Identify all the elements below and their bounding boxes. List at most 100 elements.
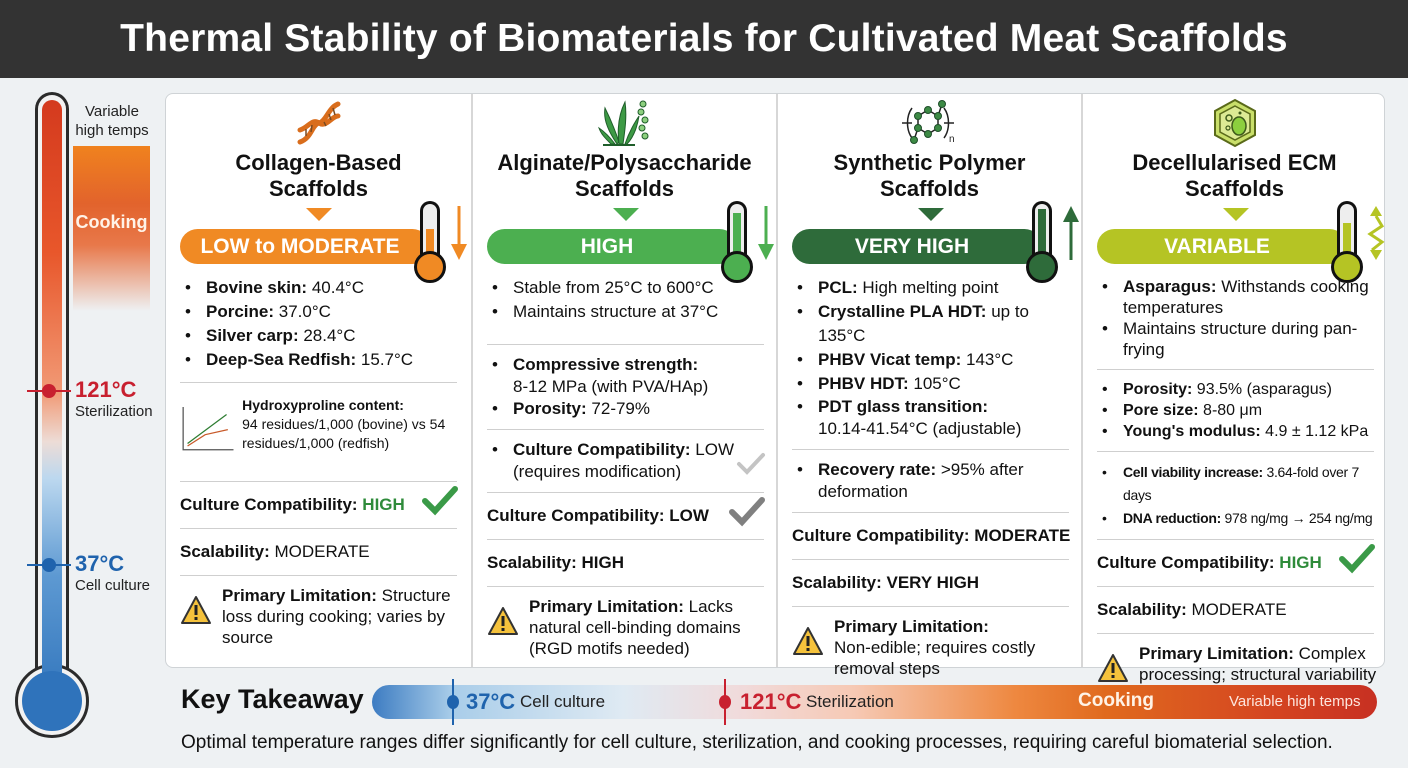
- column-title: Collagen-Based Scaffolds: [235, 150, 402, 201]
- bullet-item: Bovine skin: 40.4°C: [180, 276, 465, 300]
- variable-arrows-icon: [1367, 206, 1385, 260]
- scale-cooking-label: Cooking: [1078, 690, 1154, 711]
- bullet-item: Pore size: 8-80 μm: [1097, 400, 1382, 421]
- column-body: Asparagus: Withstands cooking temperatur…: [1097, 276, 1382, 685]
- primary-limitation: Primary Limitation: Lacks natural cell-b…: [487, 596, 772, 659]
- column-body: PCL: High melting point Crystalline PLA …: [792, 276, 1077, 679]
- scale-variable-label: Variable high temps: [1229, 693, 1361, 710]
- bullet-item: Compressive strength: 8-12 MPa (with PVA…: [487, 354, 772, 398]
- scaffold-comparison-panel: Collagen-Based Scaffolds LOW to MODERATE …: [165, 93, 1386, 684]
- sterilization-dot: [719, 695, 731, 709]
- check-light-icon: [737, 453, 765, 475]
- bullet-item: Silver carp: 28.4°C: [180, 324, 465, 348]
- bullet-item: Young's modulus: 4.9 ± 1.12 kPa: [1097, 421, 1382, 442]
- cell-icon: [1083, 98, 1386, 148]
- pointer-triangle: [613, 208, 639, 221]
- svg-text:n: n: [949, 134, 955, 145]
- bullet-item: PHBV HDT: 105°C: [792, 372, 1077, 396]
- polymer-icon: n: [778, 98, 1081, 148]
- cooking-band: Cooking: [73, 146, 150, 311]
- bullet-item: PHBV Vicat temp: 143°C: [792, 348, 1077, 372]
- check-icon: [729, 497, 765, 527]
- seaweed-icon: [473, 98, 776, 148]
- pointer-triangle: [918, 208, 944, 221]
- cell-culture-label: Cell culture: [75, 577, 151, 594]
- scalability: Scalability: VERY HIGH: [792, 573, 980, 592]
- thermometer-icon: [1331, 201, 1363, 283]
- primary-limitation: Primary Limitation: Non-edible; requires …: [792, 616, 1077, 679]
- column-body: Stable from 25°C to 600°C Maintains stru…: [487, 276, 772, 659]
- key-takeaway-text: Optimal temperature ranges differ signif…: [181, 732, 1333, 753]
- check-icon: [1339, 544, 1375, 574]
- thermometer-icon: [721, 201, 753, 283]
- variable-high-temps-label: Variable high temps: [75, 103, 149, 139]
- scalability: Scalability: MODERATE: [1097, 600, 1287, 619]
- dna-icon: [166, 98, 471, 148]
- culture-compatibility: Culture Compatibility: MODERATE: [792, 526, 1071, 545]
- bullet-item: Stable from 25°C to 600°C: [487, 276, 772, 300]
- temperature-thermometer: [15, 92, 89, 752]
- column-title: Synthetic Polymer Scaffolds: [833, 150, 1026, 201]
- bullet-item: Crystalline PLA HDT: up to 135°C: [792, 300, 1077, 348]
- primary-limitation: Primary Limitation: Structure loss durin…: [180, 585, 465, 648]
- bullet-item: Maintains structure at 37°C: [487, 300, 772, 324]
- thermometer-icon: [1026, 201, 1058, 283]
- scale-cell-label: Cell culture: [520, 692, 606, 711]
- column-title: Alginate/Polysaccharide Scaffolds: [497, 150, 752, 201]
- bullet-item: Porcine: 37.0°C: [180, 300, 465, 324]
- pointer-triangle: [1223, 208, 1249, 221]
- warning-icon: [1098, 654, 1128, 682]
- bullet-item: PDT glass transition: 10.14-41.54°C (adj…: [792, 396, 1077, 440]
- cell-culture-temp: 37°C: [75, 551, 125, 576]
- thermometer-icon: [414, 201, 446, 283]
- arrow-up-icon: [1063, 206, 1079, 260]
- stability-badge: VERY HIGH: [792, 229, 1042, 264]
- header: Thermal Stability of Biomaterials for Cu…: [0, 0, 1408, 78]
- temperature-scale-bar: [372, 685, 1377, 719]
- bullet-item: Culture Compatibility: LOW (requires mod…: [487, 439, 772, 483]
- bullet-item: Porosity: 93.5% (asparagus): [1097, 379, 1382, 400]
- bullet-item: Maintains structure during pan-frying: [1097, 318, 1382, 360]
- stability-badge: VARIABLE: [1097, 229, 1347, 264]
- check-icon: [422, 486, 458, 516]
- line-chart-icon: [182, 406, 234, 451]
- warning-icon: [488, 607, 518, 635]
- pointer-triangle: [306, 208, 332, 221]
- bullet-item: DNA reduction: 978 ng/mg → 254 ng/mg: [1097, 507, 1382, 530]
- bullet-item: Asparagus: Withstands cooking temperatur…: [1097, 276, 1382, 318]
- hydroxyproline-note: Hydroxyproline content: 94 residues/1,000…: [180, 392, 465, 472]
- sterilization-label: Sterilization: [75, 403, 153, 420]
- thermometer-bulb: [22, 671, 82, 731]
- culture-compatibility: Culture Compatibility: HIGH: [180, 486, 465, 519]
- column-body: Bovine skin: 40.4°C Porcine: 37.0°C Silv…: [180, 276, 465, 648]
- cell-culture-dot: [447, 695, 459, 709]
- scale-steril-temp: 121°C: [740, 689, 802, 714]
- stability-badge: LOW to MODERATE: [180, 229, 430, 264]
- scale-cell-temp: 37°C: [466, 689, 516, 714]
- sterilization-temp: 121°C: [75, 377, 137, 402]
- arrow-down-icon: [451, 206, 467, 260]
- thermometer-fill: [42, 100, 62, 710]
- culture-compatibility: Culture Compatibility: HIGH: [1097, 544, 1382, 577]
- scalability: Scalability: MODERATE: [180, 542, 370, 561]
- column-collagen: Collagen-Based Scaffolds LOW to MODERATE …: [166, 94, 471, 667]
- column-title: Decellularised ECM Scaffolds: [1132, 150, 1337, 201]
- cooking-label: Cooking: [75, 212, 148, 232]
- bullet-item: Deep-Sea Redfish: 15.7°C: [180, 348, 465, 372]
- scalability: Scalability: HIGH: [487, 553, 624, 572]
- warning-icon: [793, 627, 823, 655]
- culture-compatibility: Culture Compatibility: LOW: [487, 497, 772, 530]
- page-title: Thermal Stability of Biomaterials for Cu…: [120, 17, 1288, 60]
- warning-icon: [181, 596, 211, 624]
- scale-steril-label: Sterilization: [806, 692, 894, 711]
- bullet-item: Recovery rate: >95% after deformation: [792, 459, 1077, 503]
- bullet-item: Cell viability increase: 3.64-fold over …: [1097, 461, 1382, 507]
- bullet-item: Porosity: 72-79%: [487, 398, 772, 420]
- primary-limitation: Primary Limitation: Complex processing; …: [1097, 643, 1382, 685]
- key-takeaway-title: Key Takeaway: [181, 684, 364, 714]
- bullet-item: PCL: High melting point: [792, 276, 1077, 300]
- stability-badge: HIGH: [487, 229, 737, 264]
